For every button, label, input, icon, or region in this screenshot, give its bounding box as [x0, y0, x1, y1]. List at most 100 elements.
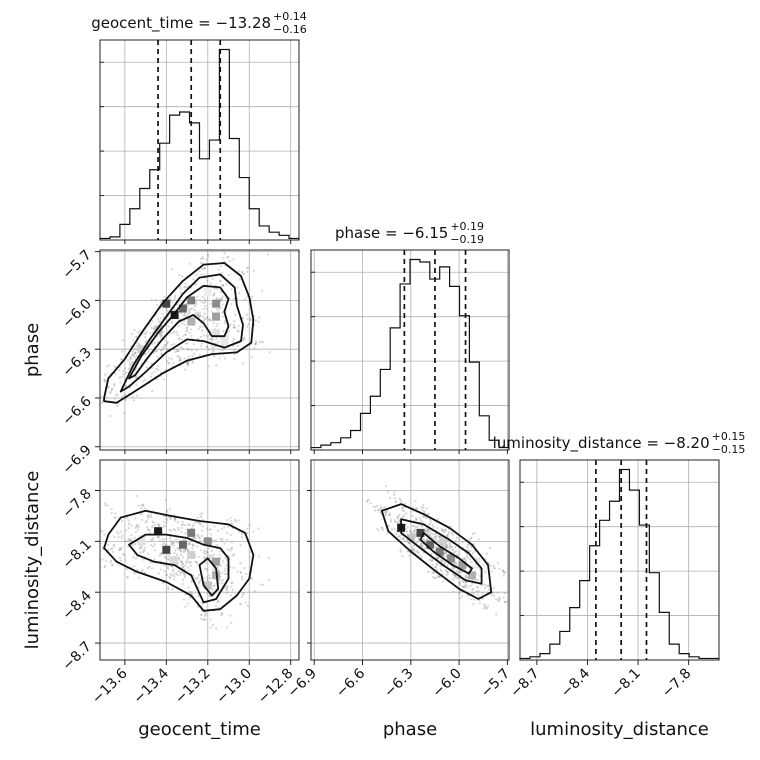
density-cell-geocent_time-luminosity_distance-5 — [212, 557, 221, 566]
sample-point — [152, 351, 156, 354]
sample-point — [198, 536, 201, 539]
sample-point — [163, 343, 166, 346]
sample-point — [384, 512, 387, 516]
sample-point — [243, 297, 246, 301]
sample-point — [236, 570, 239, 573]
sample-point — [230, 547, 233, 550]
sample-point — [444, 569, 447, 572]
frames-layer — [95, 39, 720, 665]
sample-point — [436, 557, 439, 560]
sample-point — [427, 523, 431, 526]
sample-point — [444, 528, 447, 531]
sample-point — [173, 575, 176, 578]
sample-point — [128, 538, 131, 541]
sample-point — [230, 302, 233, 306]
sample-point — [237, 330, 240, 333]
contour-geocent_time-luminosity_distance-2 — [103, 509, 255, 612]
sample-point — [104, 502, 107, 505]
sample-point — [175, 553, 179, 557]
sample-point — [470, 588, 474, 591]
sample-point — [124, 371, 127, 374]
sample-point — [161, 581, 164, 584]
sample-point — [241, 270, 244, 273]
sample-point — [407, 541, 411, 545]
sample-point — [230, 541, 233, 544]
sample-point — [172, 540, 175, 544]
sample-point — [168, 361, 171, 365]
sample-point — [197, 314, 200, 317]
sample-point — [131, 543, 134, 547]
sample-point — [465, 581, 468, 584]
sample-point — [201, 525, 204, 528]
sample-point — [207, 579, 210, 582]
sample-point — [118, 376, 121, 379]
sample-point — [380, 507, 383, 510]
sample-point — [150, 326, 154, 330]
sample-point — [197, 533, 200, 536]
sample-point — [239, 543, 242, 547]
sample-point — [133, 565, 136, 568]
sample-point — [376, 527, 379, 531]
sample-point — [434, 565, 438, 569]
sample-point — [253, 347, 256, 350]
sample-point — [470, 536, 473, 539]
sample-point — [219, 280, 222, 283]
sample-point — [141, 503, 144, 506]
xtick-label-geocent_time-0: −13.6 — [89, 665, 131, 707]
sample-point — [128, 539, 131, 542]
contour-geocent_time-phase-0 — [128, 284, 230, 380]
sample-point — [420, 542, 423, 545]
sample-point — [181, 562, 184, 566]
sample-point — [151, 320, 154, 323]
sample-point — [154, 549, 157, 552]
sample-point — [448, 530, 451, 534]
density-cell-geocent_time-phase-3 — [187, 296, 196, 305]
sample-point — [205, 527, 209, 530]
sample-point — [188, 590, 191, 593]
sample-point — [427, 512, 430, 515]
density-cell-geocent_time-phase-5 — [212, 312, 221, 321]
sample-point — [196, 562, 199, 565]
sample-point — [184, 282, 187, 285]
sample-point — [95, 532, 97, 534]
sample-point — [197, 313, 200, 316]
sample-point — [502, 574, 505, 577]
sample-point — [180, 560, 183, 563]
sample-point — [415, 518, 418, 521]
sample-point — [440, 558, 443, 561]
density-cell-phase-luminosity_distance-5 — [458, 561, 467, 570]
sample-point — [254, 343, 257, 346]
sample-point — [141, 570, 144, 573]
sample-point — [396, 516, 399, 519]
sample-point — [254, 319, 258, 322]
sample-point — [200, 617, 203, 620]
sample-point — [456, 571, 460, 574]
sample-point — [116, 394, 119, 397]
sample-point — [268, 351, 271, 354]
sample-point — [229, 517, 232, 520]
sample-point — [173, 551, 176, 555]
sample-point — [205, 576, 209, 579]
sample-point — [185, 330, 188, 333]
sample-point — [184, 315, 187, 318]
sample-point — [151, 538, 154, 541]
sample-point — [173, 298, 176, 301]
sample-point — [502, 571, 505, 574]
sample-point — [406, 526, 409, 529]
sample-point — [96, 418, 98, 420]
sample-point — [223, 322, 226, 325]
sample-point — [104, 504, 107, 507]
sample-point — [474, 578, 477, 582]
sample-point — [106, 386, 110, 389]
contour-geocent_time-luminosity_distance-1 — [128, 533, 230, 604]
sample-point — [198, 311, 202, 314]
sample-point — [215, 364, 218, 367]
density-cell-geocent_time-phase-7 — [154, 325, 163, 334]
sample-point — [431, 571, 434, 574]
sample-point — [203, 266, 206, 269]
sample-point — [239, 602, 242, 606]
sample-point — [495, 597, 498, 601]
sample-point — [472, 602, 475, 606]
sample-point — [436, 574, 439, 578]
sample-point — [458, 581, 462, 585]
